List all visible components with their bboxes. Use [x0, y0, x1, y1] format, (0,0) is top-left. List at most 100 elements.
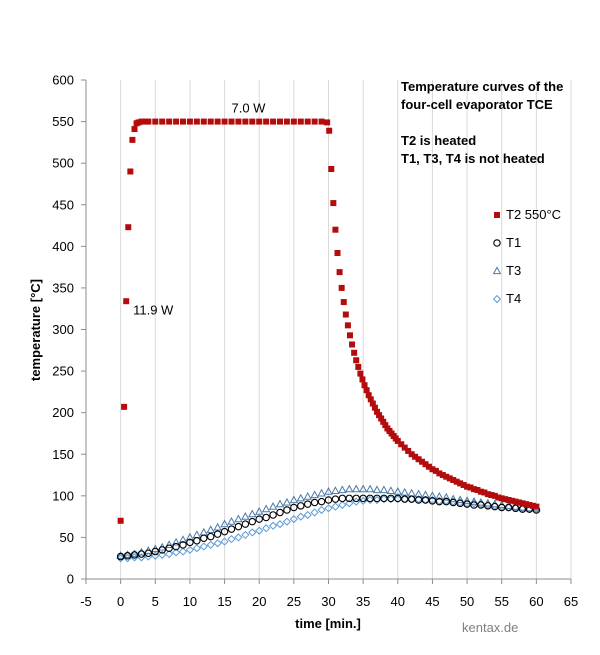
- data-point: [130, 549, 139, 558]
- data-point: [342, 311, 349, 318]
- x-tick-label: 55: [494, 594, 508, 609]
- data-point: [439, 472, 446, 479]
- data-point: [151, 551, 160, 560]
- x-tick-label: 10: [183, 594, 197, 609]
- data-point: [129, 136, 136, 143]
- data-point: [407, 488, 416, 497]
- data-point: [206, 532, 215, 541]
- legend-marker: [494, 212, 500, 218]
- data-point: [512, 498, 519, 505]
- data-point: [241, 530, 250, 540]
- data-point: [328, 165, 335, 172]
- data-point: [412, 453, 419, 460]
- data-point: [185, 532, 195, 541]
- data-point: [498, 495, 505, 502]
- data-point: [326, 127, 333, 134]
- data-point: [419, 458, 426, 465]
- data-point: [345, 499, 354, 508]
- data-point: [138, 118, 145, 125]
- data-point: [282, 517, 292, 526]
- data-point: [234, 514, 243, 523]
- data-point: [220, 527, 229, 536]
- data-point: [220, 537, 229, 546]
- data-point: [369, 400, 376, 407]
- data-point: [277, 118, 283, 125]
- data-point: [192, 530, 202, 539]
- y-tick-label: 600: [52, 73, 74, 88]
- data-point: [262, 513, 270, 522]
- data-point: [421, 496, 430, 504]
- data-point: [421, 490, 430, 499]
- data-point: [193, 118, 200, 125]
- data-point: [180, 118, 186, 125]
- data-point: [131, 126, 138, 133]
- title-line-5: T1, T3, T4 is not heated: [401, 151, 545, 166]
- y-tick-label: 0: [67, 572, 74, 587]
- legend-label: T1: [506, 235, 521, 250]
- data-point: [340, 299, 347, 306]
- x-tick-label: 35: [356, 594, 370, 609]
- legend-marker: [493, 239, 501, 247]
- data-point: [386, 495, 395, 504]
- data-point: [296, 493, 306, 502]
- data-point: [166, 118, 173, 125]
- data-point: [400, 487, 409, 496]
- x-tick-label: 30: [321, 594, 335, 609]
- data-point: [241, 511, 250, 520]
- data-point: [186, 118, 193, 125]
- data-point: [158, 550, 167, 559]
- watermark: kentax.de: [462, 620, 518, 635]
- data-point: [200, 118, 207, 125]
- data-point: [152, 118, 159, 125]
- y-tick-label: 150: [52, 447, 74, 462]
- data-point: [199, 527, 209, 536]
- data-point: [448, 494, 458, 503]
- y-tick-label: 500: [52, 156, 74, 171]
- data-point: [509, 497, 516, 504]
- data-point: [371, 404, 378, 411]
- data-point: [374, 408, 380, 415]
- data-point: [529, 502, 536, 509]
- x-tick-label: 25: [287, 594, 301, 609]
- data-point: [303, 492, 312, 500]
- data-point: [393, 487, 403, 495]
- data-point: [227, 525, 236, 533]
- data-point: [477, 501, 485, 509]
- data-point: [262, 524, 271, 533]
- data-point: [504, 503, 513, 512]
- data-point: [171, 548, 181, 557]
- x-tick-label: 5: [152, 594, 159, 609]
- data-point: [268, 521, 278, 530]
- data-point: [275, 520, 285, 529]
- y-tick-label: 300: [52, 322, 74, 337]
- data-point: [365, 484, 375, 493]
- data-point: [425, 463, 432, 470]
- x-tick-label: 15: [217, 594, 231, 609]
- data-point: [511, 504, 520, 513]
- data-point: [453, 478, 460, 485]
- data-point: [317, 488, 326, 497]
- data-point: [449, 498, 457, 507]
- data-point: [213, 539, 222, 548]
- data-point: [145, 118, 152, 125]
- data-point: [289, 515, 298, 524]
- data-point: [165, 549, 174, 559]
- data-point: [270, 118, 277, 125]
- data-point: [394, 437, 401, 444]
- data-point: [248, 509, 257, 518]
- data-point: [179, 541, 187, 549]
- data-point: [324, 487, 333, 495]
- data-point: [358, 484, 368, 493]
- data-point: [234, 533, 243, 542]
- data-point: [263, 118, 270, 125]
- data-point: [422, 461, 429, 468]
- data-point: [214, 118, 221, 125]
- data-point: [206, 540, 215, 550]
- data-point: [227, 516, 236, 525]
- data-point: [185, 545, 195, 554]
- data-point: [405, 447, 412, 454]
- data-point: [213, 530, 222, 538]
- data-point: [228, 118, 235, 125]
